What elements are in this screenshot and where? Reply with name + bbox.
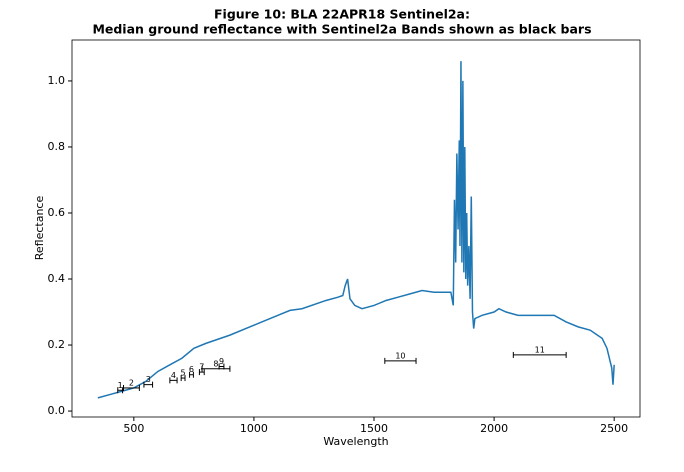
band-label: 9 [219, 357, 224, 366]
y-tick-label: 0.6 [48, 206, 66, 219]
band-bar [169, 377, 178, 384]
band-label: 4 [171, 371, 176, 380]
band-label: 3 [146, 375, 151, 384]
band-label: 5 [181, 369, 186, 378]
band-bar [218, 363, 225, 370]
band-bar [201, 365, 231, 372]
band-bar [189, 371, 194, 378]
y-axis-label: Reflectance [33, 196, 46, 261]
y-tick-label: 0.2 [48, 338, 66, 351]
band-bar [512, 351, 567, 358]
band-label: 6 [189, 365, 194, 374]
band-label: 10 [395, 351, 405, 360]
band-bar [384, 357, 417, 364]
chart-subtitle: Median ground reflectance with Sentinel2… [92, 22, 591, 37]
x-tick-label: 500 [123, 422, 144, 435]
x-tick-label: 1000 [240, 422, 268, 435]
x-tick-label: 1500 [360, 422, 388, 435]
y-tick-label: 0.4 [48, 272, 66, 285]
spectrum-line [97, 61, 615, 399]
y-tick-label: 0.0 [48, 404, 66, 417]
band-label: 1 [118, 381, 123, 390]
band-bar [123, 384, 140, 391]
band-bar [198, 369, 205, 376]
band-label: 2 [129, 378, 134, 387]
x-tick-label: 2500 [600, 422, 628, 435]
chart-title: Figure 10: BLA 22APR18 Sentinel2a: [214, 7, 470, 22]
x-axis-label: Wavelength [323, 435, 388, 448]
band-bar [143, 381, 154, 388]
y-tick-label: 1.0 [48, 74, 66, 87]
plot-frame [71, 39, 641, 418]
band-label: 11 [535, 345, 545, 354]
y-tick-label: 0.8 [48, 140, 66, 153]
band-bar [117, 387, 124, 394]
x-tick-label: 2000 [480, 422, 508, 435]
band-bar [180, 375, 186, 382]
band-label: 8 [213, 359, 218, 368]
